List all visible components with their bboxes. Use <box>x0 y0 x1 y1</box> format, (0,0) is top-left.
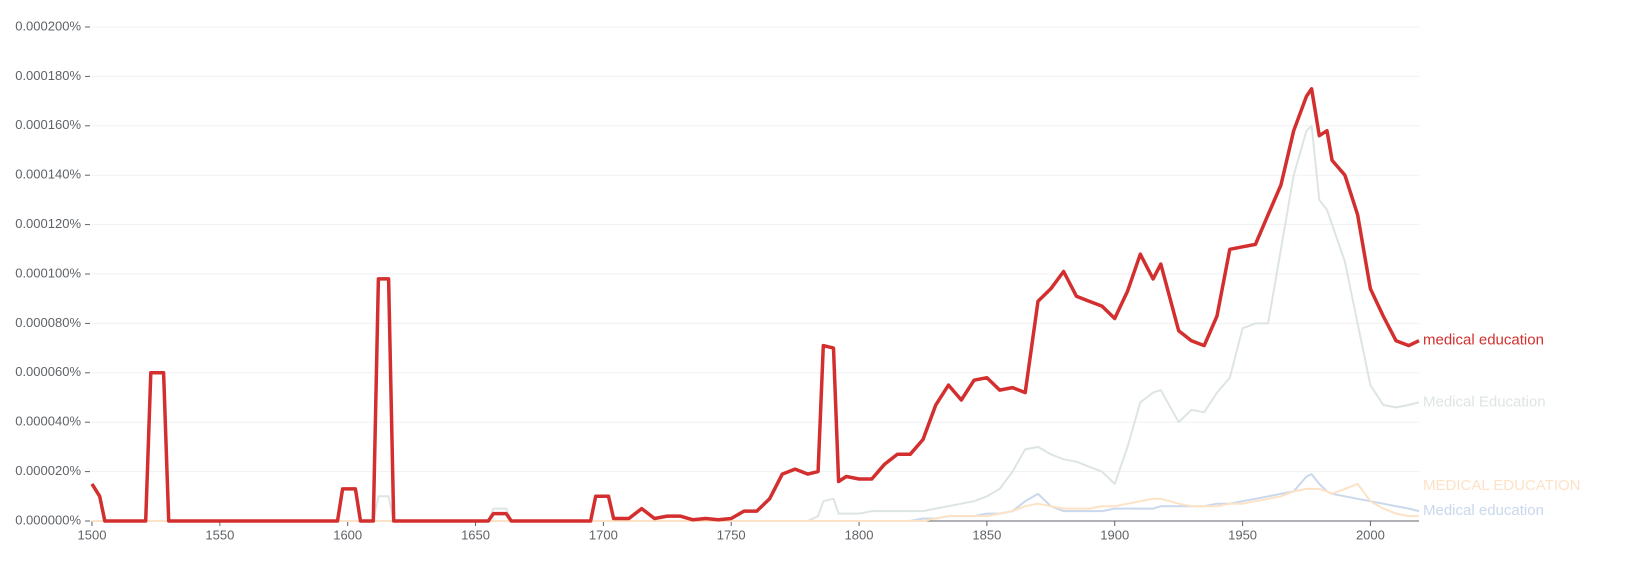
y-tick-label: 0.000160% <box>15 117 81 132</box>
x-tick-label: 1550 <box>205 527 234 542</box>
y-tick-label: 0.000100% <box>15 265 81 280</box>
series-label: MEDICAL EDUCATION <box>1423 477 1581 494</box>
series-label: Medical education <box>1423 502 1544 519</box>
x-tick-label: 1500 <box>78 527 107 542</box>
x-tick-label: 1650 <box>461 527 490 542</box>
x-tick-label: 1600 <box>333 527 362 542</box>
series-label: Medical Education <box>1423 393 1546 410</box>
y-tick-label: 0.000140% <box>15 167 81 182</box>
y-tick-label: 0.000040% <box>15 414 81 429</box>
y-tick-label: 0.000020% <box>15 463 81 478</box>
series-line <box>90 87 1420 523</box>
x-tick-label: 1950 <box>1228 527 1257 542</box>
x-tick-label: 1750 <box>717 527 746 542</box>
y-tick-label: 0.000000% <box>15 512 81 527</box>
y-tick-label: 0.000080% <box>15 315 81 330</box>
x-tick-label: 1850 <box>972 527 1001 542</box>
series-line <box>92 482 1419 522</box>
y-tick-label: 0.000120% <box>15 216 81 231</box>
y-tick-label: 0.000200% <box>15 18 81 33</box>
x-tick-label: 1800 <box>845 527 874 542</box>
x-tick-label: 1700 <box>589 527 618 542</box>
y-tick-label: 0.000060% <box>15 364 81 379</box>
x-tick-label: 1900 <box>1100 527 1129 542</box>
y-tick-label: 0.000180% <box>15 68 81 83</box>
series-line <box>92 473 1420 522</box>
x-tick-label: 2000 <box>1356 527 1385 542</box>
series-label: medical education <box>1423 332 1544 349</box>
